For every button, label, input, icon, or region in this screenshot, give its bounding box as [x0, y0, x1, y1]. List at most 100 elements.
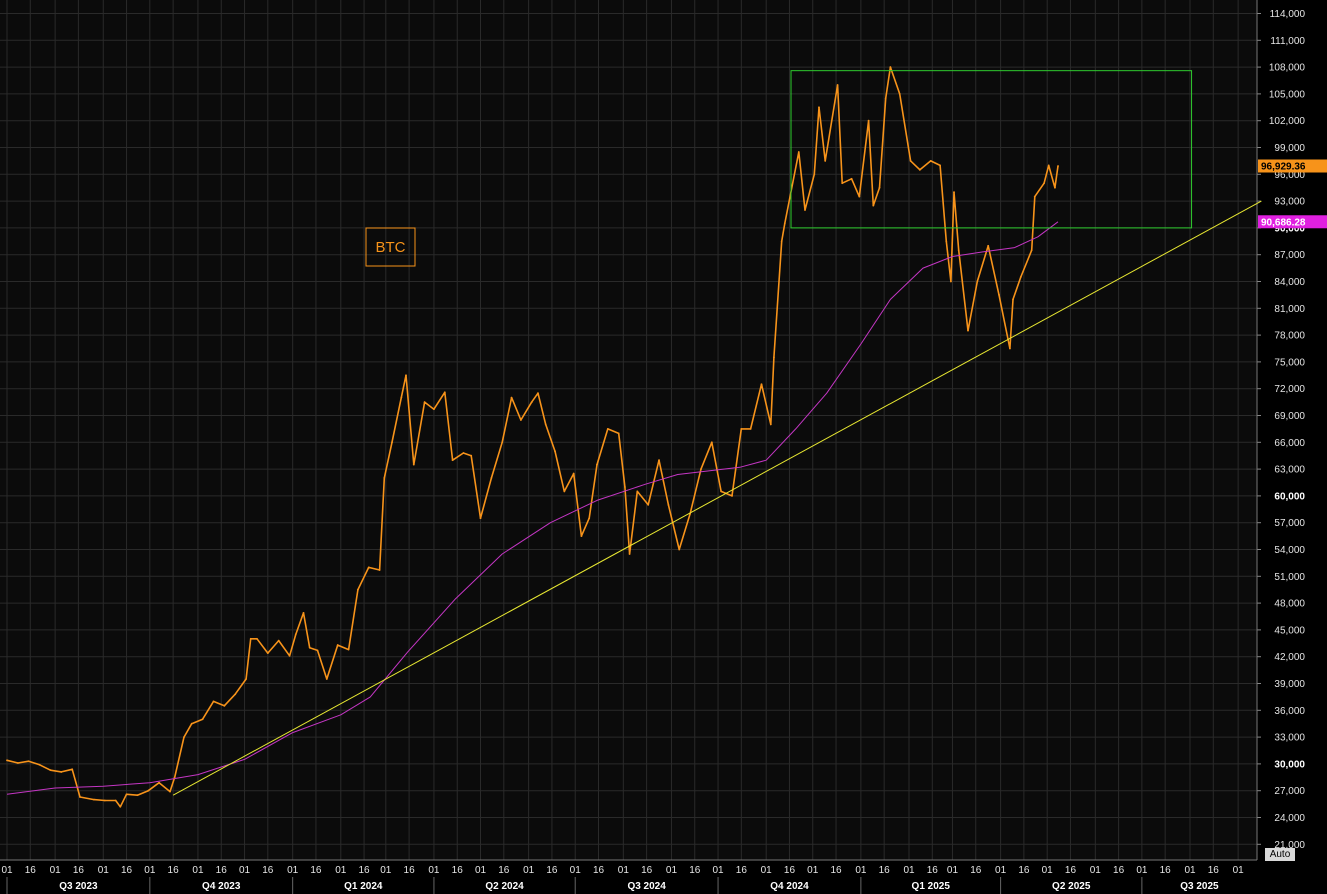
price-point — [987, 244, 990, 247]
x-axis: 01 16 01 16 01 16 01 16 01 16 01 16 01 16 01 16 01 16 01 16… — [0, 859, 1257, 894]
price-point — [596, 463, 598, 466]
price-point — [479, 517, 482, 520]
price-point — [147, 789, 150, 792]
y-tick-label: 69,000 — [1274, 411, 1305, 422]
quarter-label: Q4 2024 — [770, 881, 809, 892]
price-point — [266, 652, 269, 655]
price-point — [173, 776, 176, 779]
price-point — [909, 160, 912, 162]
price-point — [412, 463, 415, 466]
last-price-tag: 96,929.36 — [1258, 159, 1327, 173]
price-point — [740, 428, 743, 430]
price-point — [678, 548, 681, 551]
price-point — [294, 633, 297, 636]
y-tick-label: 24,000 — [1274, 813, 1305, 824]
price-point — [1043, 182, 1045, 185]
quarter-label: Q1 2024 — [344, 881, 383, 892]
price-point — [103, 799, 106, 802]
x-tick-label: 01 — [1233, 865, 1245, 876]
moving-average-tag: 90,686.28 — [1258, 215, 1327, 229]
price-point — [249, 637, 252, 640]
x-tick-label: 01 — [1136, 865, 1148, 876]
price-point — [347, 648, 350, 651]
price-point — [1054, 186, 1056, 189]
quarter-label: Q4 2023 — [202, 881, 241, 892]
price-point — [929, 160, 932, 162]
y-tick-label: 48,000 — [1274, 599, 1305, 610]
price-point — [824, 160, 827, 162]
x-tick-label: 16 — [641, 865, 653, 876]
price-point — [572, 472, 575, 475]
price-point — [588, 517, 591, 520]
y-tick-label: 87,000 — [1274, 250, 1305, 261]
price-point — [443, 391, 446, 394]
price-point — [245, 678, 247, 680]
price-point — [563, 490, 566, 493]
price-point — [606, 428, 609, 430]
price-point — [953, 191, 955, 194]
price-point — [617, 432, 620, 435]
x-tick-label: 01 — [855, 865, 867, 876]
price-point — [623, 486, 626, 488]
y-tick-label: 60,000 — [1274, 491, 1305, 502]
x-tick-label: 16 — [121, 865, 133, 876]
x-tick-label: 16 — [498, 865, 510, 876]
price-point — [939, 164, 941, 167]
y-tick-label: 54,000 — [1274, 545, 1305, 556]
price-point — [813, 173, 816, 176]
price-point — [967, 329, 969, 332]
price-point — [451, 459, 454, 462]
price-point — [60, 771, 63, 773]
price-point — [700, 468, 702, 470]
x-tick-label: 01 — [287, 865, 299, 876]
price-point — [93, 798, 95, 801]
quarter-label: Q3 2024 — [627, 881, 666, 892]
price-point — [898, 93, 901, 95]
x-tick-label: 01 — [903, 865, 915, 876]
price-point — [636, 490, 639, 493]
price-point — [858, 195, 861, 198]
price-point — [27, 760, 30, 763]
price-point — [731, 495, 733, 497]
price-point — [119, 805, 122, 808]
price-point — [308, 646, 311, 649]
price-point — [190, 722, 193, 725]
price-point — [1019, 276, 1022, 278]
price-point — [804, 209, 806, 211]
price-point — [1012, 298, 1014, 301]
price-point — [537, 392, 539, 395]
price-point — [836, 84, 839, 86]
x-tick-label: 16 — [1113, 865, 1125, 876]
price-point — [658, 459, 660, 462]
price-point — [720, 490, 723, 493]
x-tick-label: 01 — [239, 865, 251, 876]
gridlines — [0, 0, 1257, 860]
price-point — [950, 280, 952, 283]
price-point — [470, 454, 473, 457]
quarter-label: Q2 2024 — [485, 881, 524, 892]
price-point — [136, 794, 139, 797]
x-tick-label: 16 — [452, 865, 464, 876]
x-tick-label: 01 — [1184, 865, 1196, 876]
y-tick-label: 84,000 — [1274, 277, 1305, 288]
x-tick-label: 16 — [970, 865, 982, 876]
quarter-label: Q1 2025 — [912, 881, 951, 892]
price-point — [878, 186, 881, 189]
range-box — [790, 70, 1193, 229]
price-point — [554, 450, 556, 453]
price-point — [1047, 164, 1050, 167]
x-tick-label: 16 — [359, 865, 371, 876]
price-point — [49, 769, 52, 772]
price-point — [1030, 249, 1033, 252]
btc-annotation-box — [365, 227, 416, 267]
y-axis: 114,000 111,000 108,000 105,000 102,000 99,00… — [1256, 0, 1305, 860]
price-point — [749, 428, 752, 430]
price-point — [884, 97, 887, 100]
price-point — [38, 763, 41, 766]
auto-scale-button[interactable]: Auto — [1265, 848, 1295, 861]
y-tick-label: 93,000 — [1274, 197, 1305, 208]
price-point — [302, 612, 305, 614]
price-point — [378, 569, 381, 571]
price-point — [288, 654, 291, 657]
x-tick-label: 01 — [761, 865, 773, 876]
